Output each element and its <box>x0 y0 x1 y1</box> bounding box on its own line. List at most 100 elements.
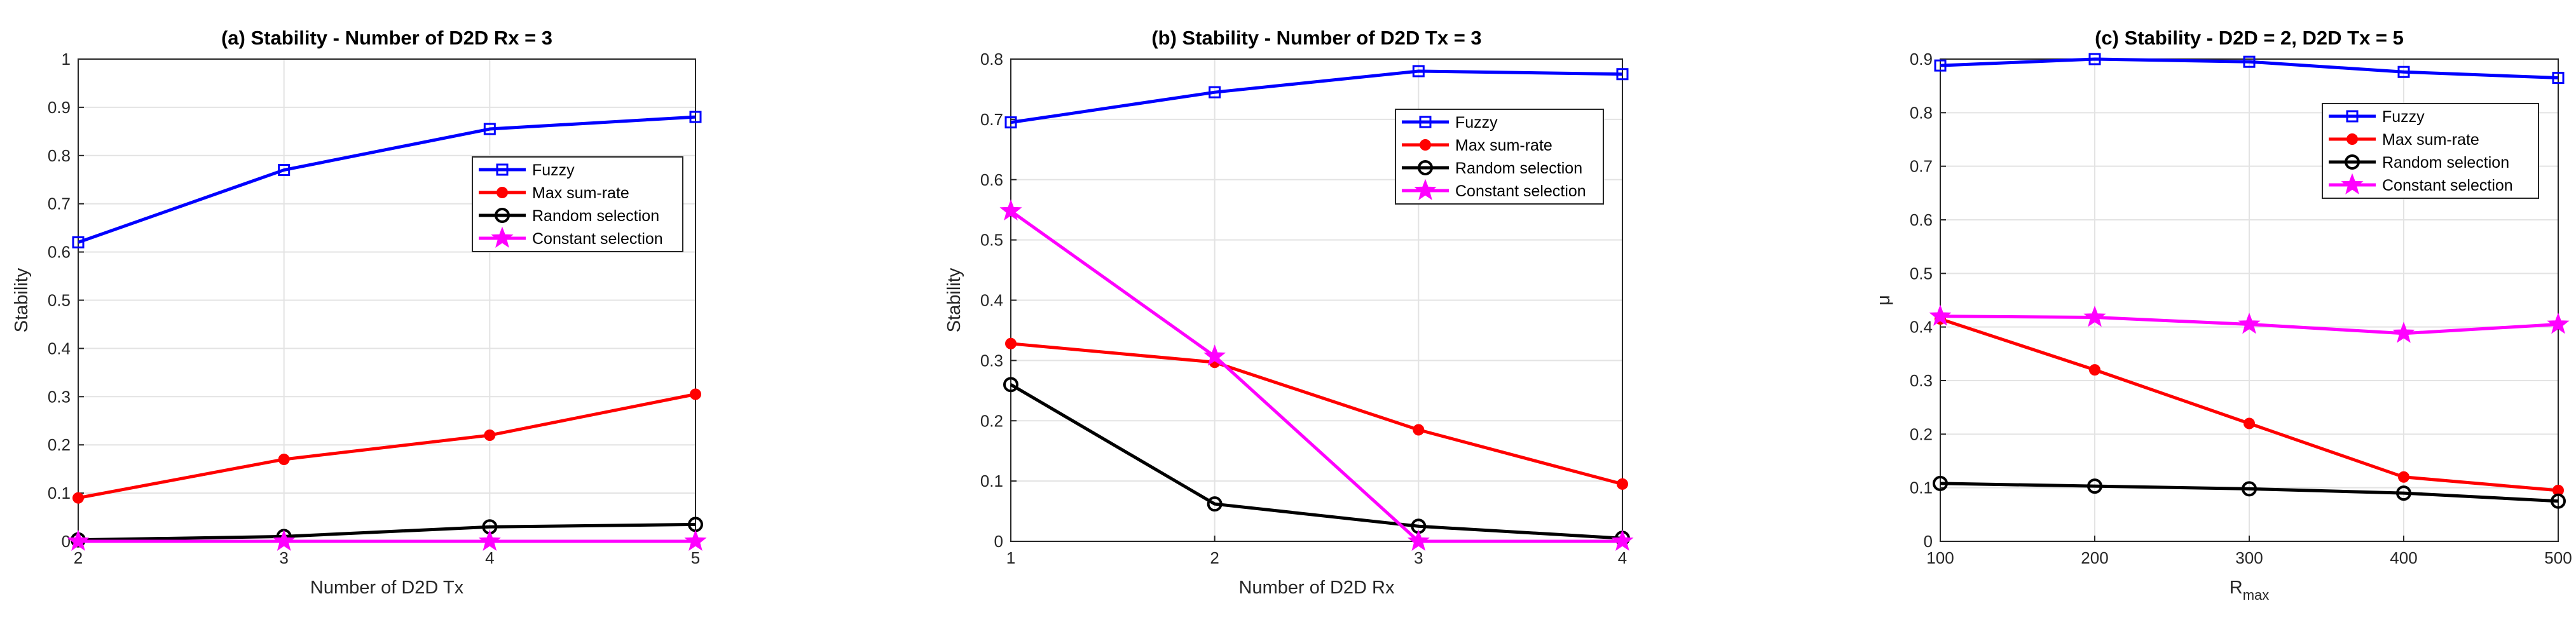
data-point-constant-selection <box>2392 321 2415 343</box>
legend-label: Fuzzy <box>2382 108 2425 126</box>
y-tick-label: 0.2 <box>980 411 1003 430</box>
data-point-random-selection <box>2551 493 2566 509</box>
x-tick-label: 3 <box>279 548 288 567</box>
legend-entry-constant-selection: Constant selection <box>1402 179 1586 200</box>
y-tick-label: 0.5 <box>980 231 1003 250</box>
series-random-selection <box>1933 475 2566 509</box>
legend-marker-constant-selection <box>1414 179 1437 200</box>
legend-entry-random-selection: Random selection <box>2329 154 2509 172</box>
y-tick-label: 0.4 <box>48 339 71 358</box>
legend-entry-constant-selection: Constant selection <box>479 226 663 248</box>
legend-entry-fuzzy: Fuzzy <box>2329 108 2425 126</box>
chart-panel-2: 0 0.1 0.2 0.3 0.4 0.5 0.6 0.7 0.8 1 2 3 4 (b) Stabili… <box>944 27 1634 598</box>
legend-marker-max-sum-rate <box>1420 139 1431 151</box>
x-axis-label-text: Number of D2D Rx <box>1239 578 1395 598</box>
x-tick-label: 5 <box>691 548 700 567</box>
data-point-constant-selection <box>478 529 501 551</box>
y-tick-label: 0.7 <box>48 194 71 213</box>
y-tick-label: 0.3 <box>1910 371 1933 390</box>
data-point-constant-selection <box>273 529 296 551</box>
series-line-constant-selection <box>1010 210 1622 543</box>
x-axis-label: Rmax <box>2230 578 2270 603</box>
x-tick-label: 4 <box>1618 548 1627 567</box>
legend-entry-max-sum-rate: Max sum-rate <box>479 184 629 202</box>
data-point-fuzzy <box>483 123 496 135</box>
series-fuzzy <box>1004 65 1629 129</box>
series-fuzzy <box>1934 53 2565 85</box>
y-tick-label: 0.3 <box>48 387 71 406</box>
legend-entry-fuzzy: Fuzzy <box>479 161 575 179</box>
y-tick-label: 0.6 <box>48 243 71 262</box>
data-point-fuzzy <box>1934 59 1947 72</box>
y-tick-label: 0.8 <box>980 50 1003 69</box>
legend-entry-max-sum-rate: Max sum-rate <box>1402 137 1552 154</box>
legend-label: Max sum-rate <box>1455 137 1552 154</box>
legend-label: Fuzzy <box>532 161 575 179</box>
legend-marker-random-selection <box>2345 154 2360 170</box>
x-tick-label: 400 <box>2390 548 2417 567</box>
legend-entry-fuzzy: Fuzzy <box>1402 114 1498 132</box>
data-point-fuzzy <box>1209 86 1221 98</box>
x-tick-label: 2 <box>74 548 83 567</box>
legend-label: Max sum-rate <box>532 184 629 202</box>
y-tick-label: 0.1 <box>1910 478 1933 497</box>
y-tick-label: 0.4 <box>1910 318 1933 337</box>
data-point-fuzzy <box>1616 68 1629 81</box>
y-tick-label: 0.8 <box>1910 103 1933 122</box>
legend-marker-fuzzy <box>496 163 509 176</box>
y-tick-label: 0.5 <box>48 291 71 310</box>
data-point-random-selection <box>1207 496 1223 512</box>
x-tick-label: 2 <box>1210 548 1219 567</box>
legend-label: Random selection <box>532 207 659 225</box>
data-point-fuzzy <box>1004 116 1017 129</box>
y-tick-label: 0.1 <box>48 484 71 503</box>
data-point-random-selection <box>2396 485 2411 501</box>
legend-label: Fuzzy <box>1455 114 1498 132</box>
legend-marker-random-selection <box>1418 160 1433 175</box>
y-tick-label: 0.5 <box>1910 264 1933 283</box>
data-point-random-selection <box>1933 475 1948 491</box>
y-tick-label: 0 <box>994 532 1003 551</box>
data-point-max-sum-rate <box>1005 337 1017 349</box>
data-point-constant-selection <box>67 529 90 551</box>
y-tick-label: 0 <box>1924 532 1933 551</box>
y-tick-label: 0.2 <box>48 435 71 454</box>
series-line-random-selection <box>1010 383 1623 540</box>
chart-title: (a) Stability - Number of D2D Rx = 3 <box>221 27 552 49</box>
series-fuzzy <box>72 111 702 248</box>
chart-panel-3: 0 0.1 0.2 0.3 0.4 0.5 0.6 0.7 0.8 0.9 100 200 300 400… <box>1874 27 2572 603</box>
legend-label: Random selection <box>2382 154 2509 172</box>
x-tick-label: 500 <box>2544 548 2572 567</box>
data-point-max-sum-rate <box>72 492 84 504</box>
data-point-constant-selection <box>999 199 1022 220</box>
legend-marker-fuzzy <box>1419 116 1432 128</box>
series-constant-selection <box>1929 304 2570 343</box>
legend-label: Max sum-rate <box>2382 131 2479 149</box>
data-point-fuzzy <box>2088 53 2101 65</box>
data-point-random-selection <box>1003 377 1018 393</box>
data-point-constant-selection <box>2238 312 2261 334</box>
data-point-constant-selection <box>1611 529 1634 551</box>
data-point-max-sum-rate <box>2089 364 2100 376</box>
series-max-sum-rate <box>72 388 701 504</box>
legend-label: Constant selection <box>1455 182 1586 200</box>
data-point-fuzzy <box>2552 72 2565 85</box>
y-tick-label: 0.2 <box>1910 424 1933 443</box>
data-point-max-sum-rate <box>1413 424 1425 436</box>
data-point-fuzzy <box>1412 65 1425 78</box>
legend-marker-random-selection <box>495 208 510 223</box>
series-line-fuzzy <box>1010 69 1623 125</box>
legend-label: Constant selection <box>2382 177 2513 194</box>
series-line-random-selection <box>1940 482 2559 503</box>
legend-marker-constant-selection <box>491 226 514 248</box>
x-axis-label-subscript: max <box>2243 587 2270 603</box>
y-tick-label: 0.7 <box>1910 157 1933 176</box>
x-axis-label: Number of D2D Tx <box>310 578 464 598</box>
data-point-constant-selection <box>1203 344 1226 366</box>
data-point-fuzzy <box>72 236 85 248</box>
y-tick-label: 0.9 <box>1910 50 1933 69</box>
legend-entry-constant-selection: Constant selection <box>2329 173 2513 194</box>
legend: Fuzzy Max sum-rate Random selection Constan… <box>1395 109 1604 205</box>
data-point-constant-selection <box>684 529 707 551</box>
